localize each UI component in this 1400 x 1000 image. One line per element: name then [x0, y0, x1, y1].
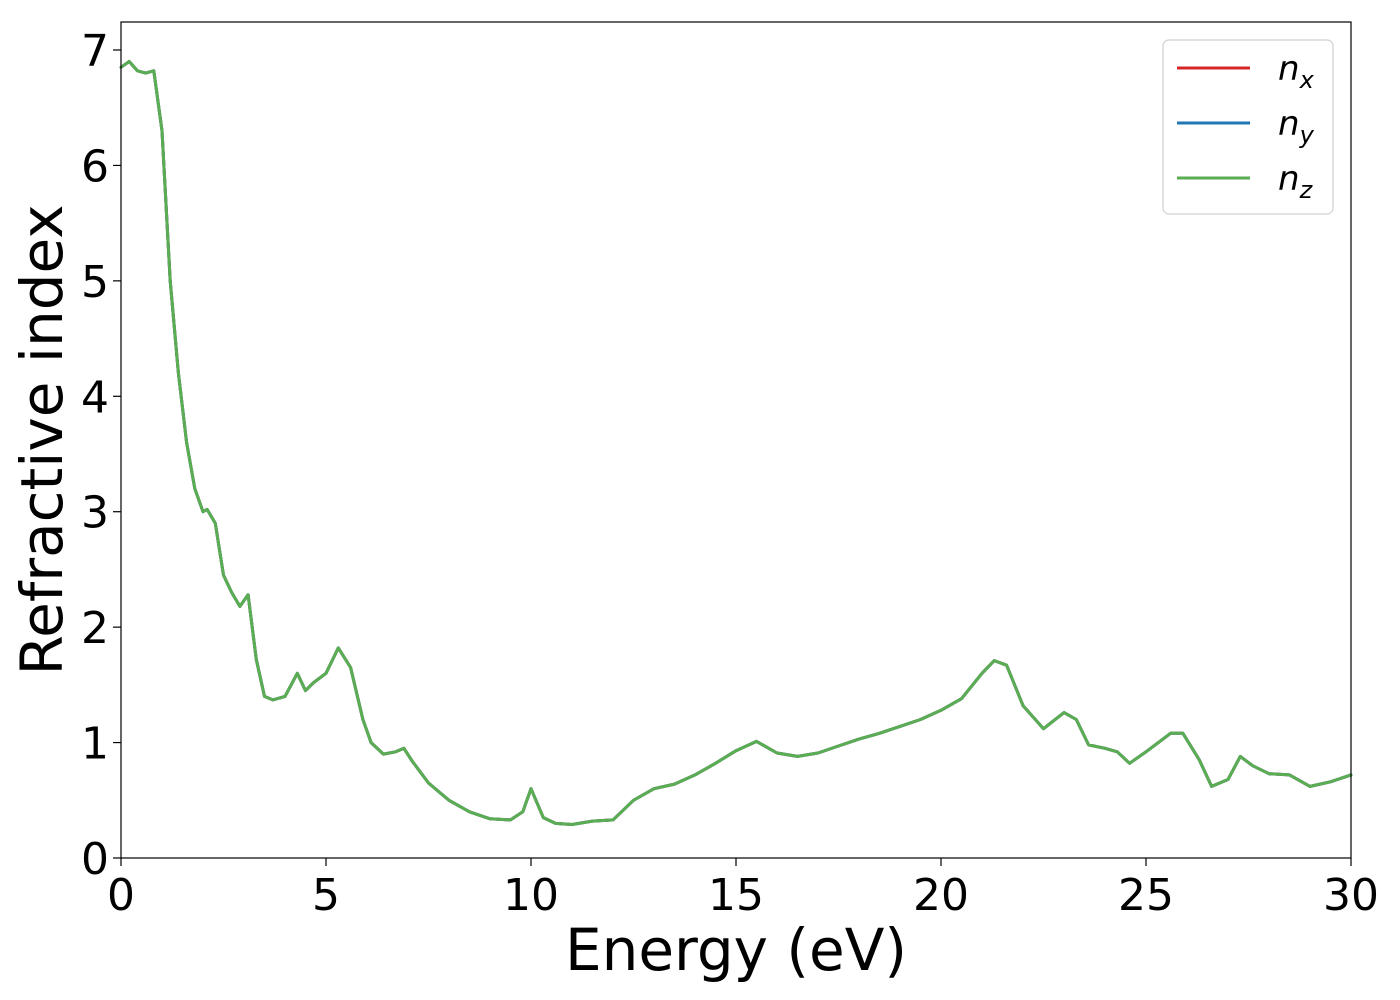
x-axis-title: Energy (eV) — [565, 916, 907, 984]
legend-box — [1162, 39, 1334, 215]
x-tick-label: 30 — [1323, 870, 1379, 921]
y-axis-title: Refractive index — [8, 204, 76, 675]
y-tick-label: 7 — [81, 26, 109, 77]
plot-lines-layer — [119, 60, 1353, 826]
y-tick-label: 2 — [81, 603, 109, 654]
legend-label-ny: ny — [1278, 104, 1315, 149]
legend-label-nx: nx — [1278, 49, 1315, 94]
y-tick-label: 4 — [81, 372, 109, 423]
y-tick-label: 3 — [81, 488, 109, 539]
legend-label-nz: nz — [1278, 159, 1314, 204]
x-tick-label: 20 — [913, 870, 969, 921]
x-tick-label: 25 — [1118, 870, 1174, 921]
y-tick-label: 1 — [81, 719, 109, 770]
x-tick-label: 15 — [708, 870, 764, 921]
y-tick-label: 6 — [81, 141, 109, 192]
x-tick-label: 0 — [107, 870, 135, 921]
x-tick-label: 5 — [312, 870, 340, 921]
x-tick-label: 10 — [503, 870, 559, 921]
legend: nx ny nz — [1162, 39, 1334, 215]
y-tick-label: 0 — [81, 834, 109, 885]
y-tick-label: 5 — [81, 257, 109, 308]
x-axis-ticks: 0 5 10 15 20 25 30 — [107, 858, 1379, 921]
y-axis-ticks: 0 1 2 3 4 5 6 7 — [81, 26, 121, 885]
series-line-nz — [119, 60, 1353, 826]
